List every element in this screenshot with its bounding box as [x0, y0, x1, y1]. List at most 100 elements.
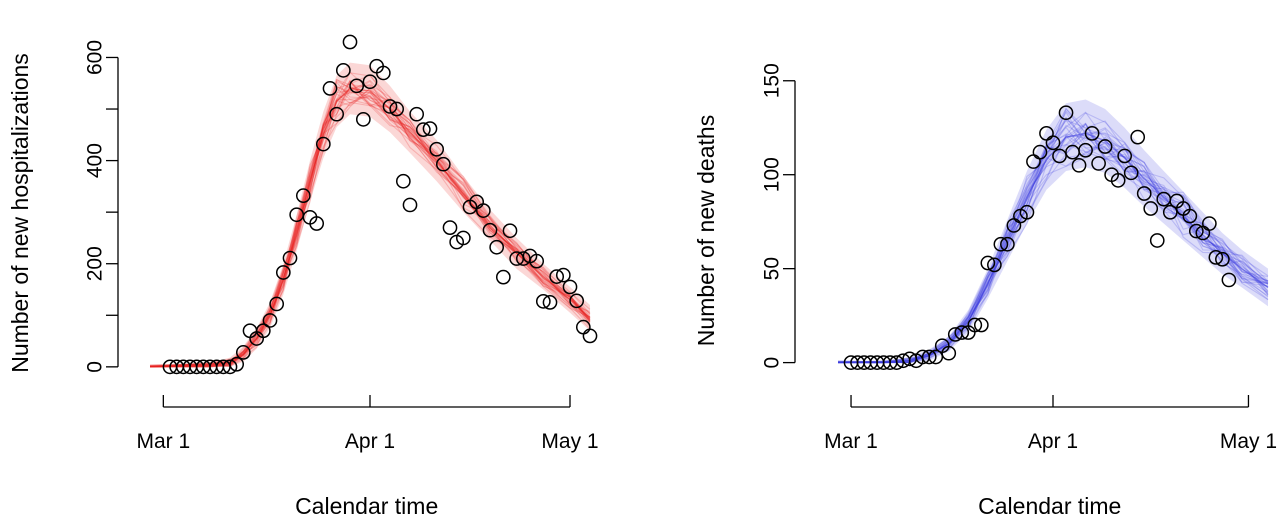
observed-point — [928, 349, 944, 365]
observed-point — [489, 239, 505, 255]
observed-point — [322, 81, 338, 96]
observed-point — [335, 63, 351, 78]
observed-point — [329, 106, 345, 122]
observed-point — [980, 255, 996, 271]
model-trajectory — [149, 86, 591, 368]
observed-point — [495, 269, 511, 285]
observed-point — [355, 111, 371, 127]
model-trajectory — [149, 87, 591, 367]
y-axis-title: Number of new deaths — [693, 115, 719, 346]
observed-point — [549, 269, 565, 284]
observed-points — [162, 34, 598, 375]
model-trajectory — [149, 92, 591, 368]
x-axis: Mar 1 Apr 1 May 1 — [824, 395, 1277, 453]
y-tick-label: 600 — [84, 40, 107, 75]
observed-point — [229, 356, 245, 372]
observed-point — [422, 121, 438, 136]
y-axis: 0 50 100 150 — [761, 63, 796, 368]
x-tick-label: May 1 — [1220, 430, 1277, 453]
x-axis: Mar 1 Apr 1 May 1 — [136, 395, 599, 453]
x-tick-label: Apr 1 — [345, 430, 395, 453]
y-tick-label: 100 — [761, 157, 784, 192]
y-tick-label: 0 — [84, 361, 107, 373]
observed-point — [482, 222, 498, 238]
model-trajectory — [149, 80, 591, 367]
x-axis-title: Calendar time — [295, 493, 438, 519]
observed-point — [967, 317, 983, 333]
observed-point — [1215, 251, 1230, 267]
observed-point — [529, 253, 545, 269]
model-trajectory — [149, 99, 591, 368]
hospitalizations-panel: 0 200 400 600 Mar 1 Apr 1 May 1 Number of new h… — [7, 34, 599, 519]
observed-point — [889, 355, 904, 370]
y-tick-label: 400 — [84, 143, 107, 178]
observed-point — [442, 220, 458, 235]
observed-point — [222, 359, 238, 375]
observed-point — [1032, 144, 1048, 160]
model-trajectory — [149, 80, 591, 368]
y-axis-title: Number of new hospitalizations — [7, 53, 33, 373]
model-mean-line — [149, 87, 591, 368]
model-trajectory — [837, 111, 1269, 364]
observed-point — [582, 328, 598, 344]
model-trajectory — [149, 78, 591, 367]
observed-point — [429, 141, 445, 157]
observed-point — [1078, 142, 1093, 158]
observed-point — [1182, 208, 1198, 224]
observed-point — [1123, 165, 1139, 181]
model-trajectory — [149, 80, 591, 368]
model-trajectory — [838, 111, 1269, 364]
model-band — [149, 62, 591, 368]
observed-points — [843, 105, 1237, 370]
observed-point — [242, 323, 258, 339]
model-trajectory — [150, 89, 591, 368]
observed-point — [921, 349, 937, 365]
observed-point — [987, 257, 1002, 273]
x-tick-label: Apr 1 — [1028, 430, 1078, 453]
observed-point — [1117, 148, 1133, 164]
observed-point — [542, 295, 558, 310]
observed-point — [1130, 129, 1146, 145]
observed-point — [275, 265, 291, 280]
observed-point — [1052, 148, 1067, 164]
x-tick-label: Mar 1 — [824, 430, 878, 453]
model-trajectory — [149, 91, 591, 368]
observed-point — [1000, 236, 1015, 252]
model-trajectory — [149, 81, 591, 368]
observed-point — [1091, 156, 1106, 171]
observed-point — [409, 106, 425, 122]
observed-point — [1058, 105, 1074, 121]
observed-point — [941, 345, 957, 361]
observed-point — [269, 296, 285, 312]
model-trajectory — [149, 92, 591, 368]
observed-point — [1188, 223, 1204, 239]
y-tick-label: 150 — [761, 63, 784, 98]
observed-point — [375, 65, 391, 81]
observed-point — [562, 279, 578, 295]
observed-point — [235, 345, 251, 360]
x-axis-title: Calendar time — [978, 493, 1121, 519]
observed-point — [569, 293, 585, 309]
observed-point — [255, 323, 271, 339]
observed-point — [1208, 250, 1224, 265]
observed-point — [435, 156, 451, 172]
observed-point — [1084, 126, 1100, 141]
observed-point — [1136, 186, 1152, 201]
observed-point — [362, 74, 378, 90]
observed-point — [349, 78, 365, 94]
observed-point — [1071, 157, 1087, 173]
model-trajectory — [149, 87, 591, 368]
observed-point — [1202, 216, 1217, 231]
observed-point — [1143, 201, 1159, 216]
observed-point — [389, 101, 405, 117]
model-mean-line — [838, 132, 1269, 364]
model-trajectory — [149, 101, 591, 368]
observed-point — [1110, 172, 1126, 188]
x-tick-label: May 1 — [541, 430, 598, 453]
observed-point — [382, 99, 398, 114]
observed-point — [342, 34, 358, 50]
observed-point — [1162, 204, 1178, 220]
model-trajectory — [149, 85, 591, 367]
model-trajectory — [149, 79, 591, 368]
